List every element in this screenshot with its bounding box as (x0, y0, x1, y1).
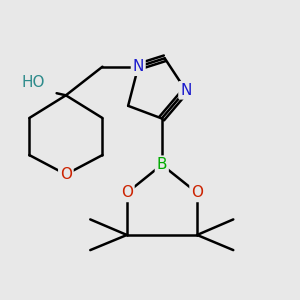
Text: N: N (133, 59, 144, 74)
Text: O: O (60, 167, 72, 182)
Text: O: O (191, 185, 203, 200)
Text: O: O (121, 185, 133, 200)
Text: B: B (157, 157, 167, 172)
Text: HO: HO (21, 75, 45, 90)
Text: N: N (180, 83, 191, 98)
